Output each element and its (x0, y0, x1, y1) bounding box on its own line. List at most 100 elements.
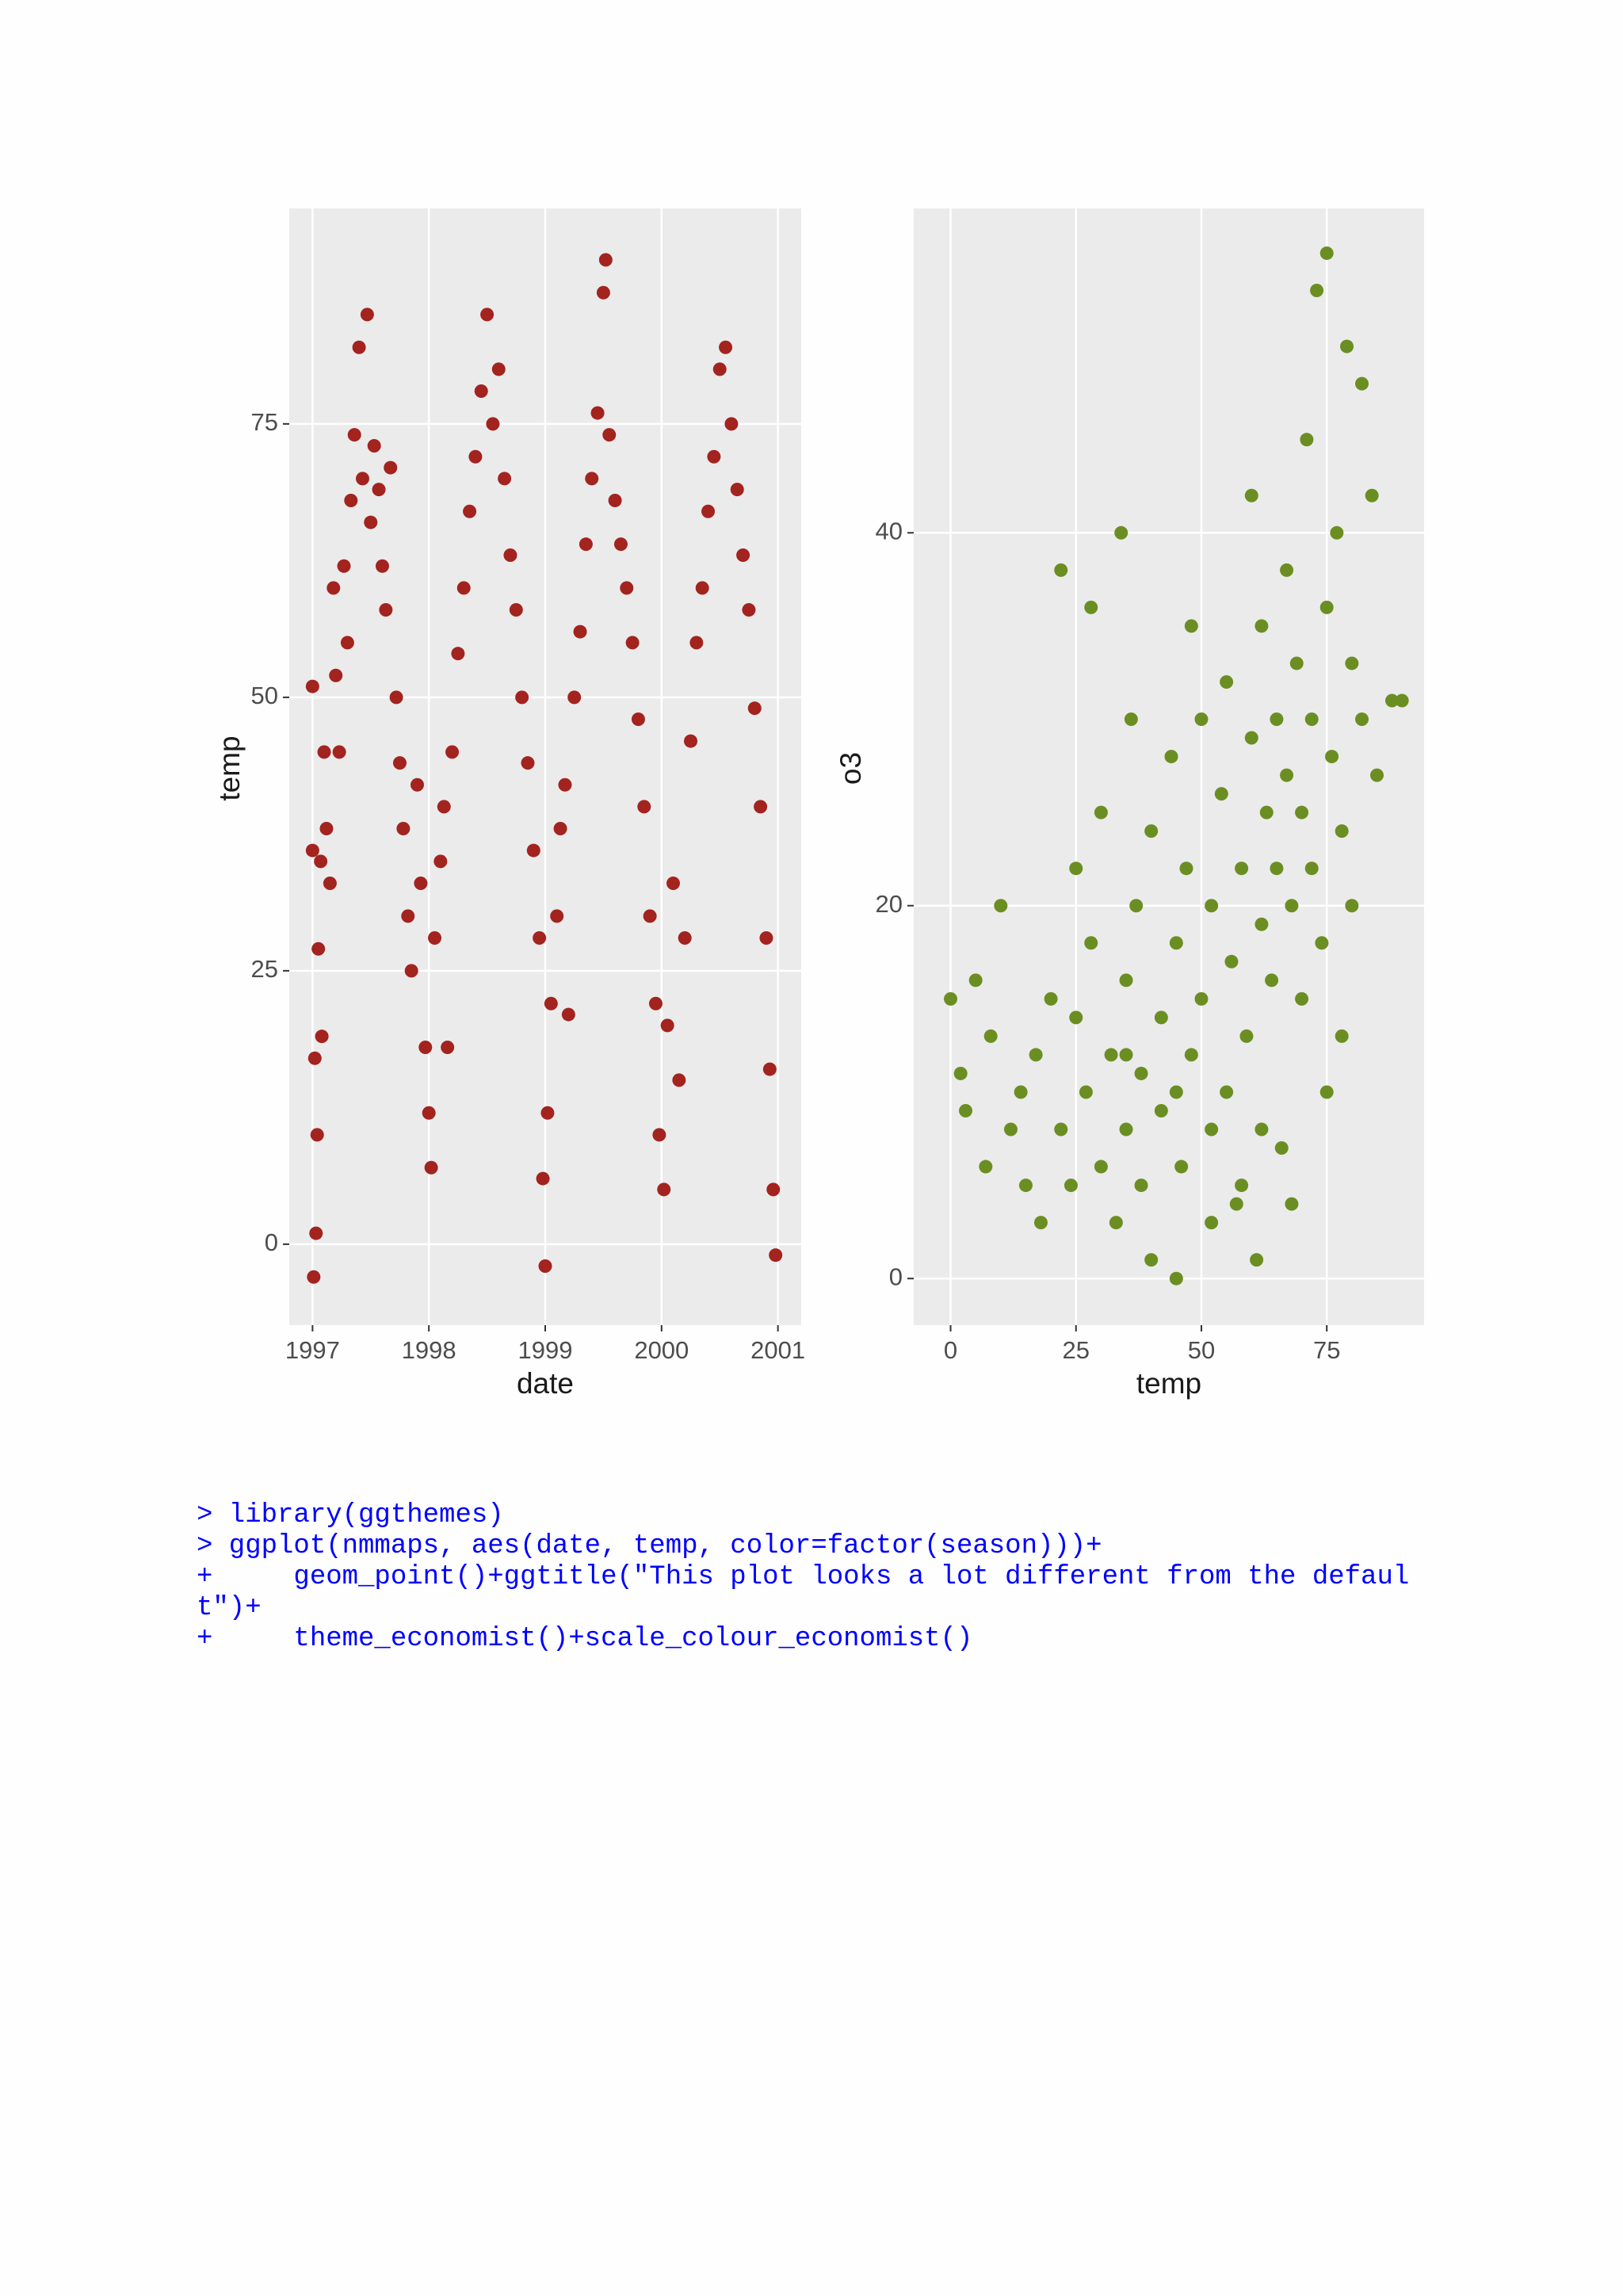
point (1174, 1159, 1189, 1174)
point (1064, 1179, 1078, 1193)
point (712, 362, 727, 376)
point (596, 285, 610, 300)
point (1184, 619, 1198, 633)
x-tick-label: 75 (1313, 1336, 1340, 1364)
point (1335, 824, 1349, 839)
point (613, 537, 628, 552)
point (544, 996, 558, 1010)
y-tick-label: 50 (251, 682, 278, 709)
point (598, 253, 613, 267)
point (1229, 1197, 1243, 1211)
point (1194, 991, 1209, 1006)
point (643, 909, 657, 923)
point (433, 854, 448, 869)
x-tick-label: 0 (944, 1336, 957, 1364)
point (486, 417, 500, 431)
point (1134, 1179, 1148, 1193)
point (968, 973, 983, 988)
point (1084, 936, 1098, 950)
point (441, 1040, 455, 1054)
point (1205, 1216, 1219, 1230)
point (411, 777, 424, 792)
point (418, 1040, 433, 1054)
point (1144, 1253, 1159, 1267)
point (509, 602, 523, 617)
x-tick-label: 2001 (750, 1336, 805, 1364)
point (602, 428, 617, 442)
point (736, 548, 750, 562)
point (319, 821, 334, 835)
point (392, 756, 407, 770)
point (1003, 1122, 1018, 1137)
point (1319, 1085, 1334, 1099)
point (1119, 1048, 1133, 1062)
x-tick-label: 1999 (518, 1336, 573, 1364)
x-tick-label: 50 (1188, 1336, 1215, 1364)
point (355, 472, 369, 486)
point (1270, 861, 1284, 876)
point (340, 636, 354, 650)
point (456, 581, 471, 595)
point (401, 909, 415, 923)
point (1250, 1253, 1264, 1267)
point (352, 340, 366, 354)
point (648, 996, 663, 1010)
point (1259, 805, 1274, 819)
point (620, 581, 634, 595)
point (1295, 991, 1309, 1006)
point (337, 559, 351, 573)
point (327, 581, 341, 595)
point (724, 417, 739, 431)
point (1254, 917, 1269, 931)
point (309, 1226, 323, 1240)
point (422, 1106, 436, 1120)
y-tick-label: 0 (889, 1263, 903, 1290)
point (1310, 283, 1324, 297)
point (445, 745, 460, 759)
point (344, 493, 358, 507)
point (414, 876, 428, 890)
point (1235, 1179, 1249, 1193)
point (1169, 1271, 1183, 1286)
point (1254, 619, 1269, 633)
point (1069, 1010, 1083, 1025)
point (1300, 433, 1314, 447)
point (1274, 1141, 1289, 1156)
point (1370, 768, 1384, 782)
point (730, 483, 744, 497)
x-axis-title: temp (1136, 1367, 1201, 1400)
point (558, 777, 572, 792)
code-line: + geom_point()+ggtitle("This plot looks … (197, 1562, 1410, 1592)
point (1184, 1048, 1198, 1062)
point (315, 1030, 329, 1044)
point (1355, 712, 1369, 727)
point (538, 1259, 552, 1273)
code-line: t")+ (197, 1593, 262, 1623)
point (428, 930, 442, 945)
y-tick-label: 75 (251, 408, 278, 436)
y-tick-label: 0 (265, 1228, 278, 1256)
point (701, 504, 716, 518)
point (1295, 805, 1309, 819)
panel-background (914, 208, 1424, 1325)
y-tick-label: 20 (876, 890, 903, 918)
point (994, 899, 1008, 913)
point (1254, 1122, 1269, 1137)
point (652, 1128, 666, 1142)
point (1054, 563, 1068, 577)
plots: 1997 1998 1999 2000 2001 0 25 50 75 date temp 0 25 50… (213, 208, 1424, 1400)
point (533, 930, 547, 945)
y-axis-title: o3 (834, 752, 867, 785)
point (1235, 861, 1249, 876)
point (364, 515, 378, 529)
point (379, 602, 393, 617)
point (689, 636, 704, 650)
point (1109, 1216, 1123, 1230)
point (305, 679, 319, 693)
point (983, 1029, 998, 1043)
point (491, 362, 506, 376)
point (437, 800, 451, 814)
code-line: > ggplot(nmmaps, aes(date, temp, color=f… (197, 1531, 1102, 1561)
point (1304, 712, 1319, 727)
